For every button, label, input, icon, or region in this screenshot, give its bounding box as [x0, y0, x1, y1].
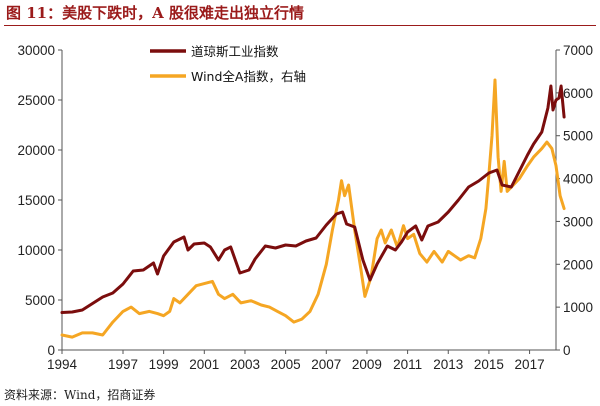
source-note: 资料来源：Wind，招商证券: [4, 388, 156, 402]
right-tick-label: 7000: [563, 43, 593, 58]
right-tick-label: 1000: [563, 300, 593, 315]
x-axis-ticks: 1994 1997 1999 2001 2003 2005 2007 2009 2011 2013…: [47, 350, 545, 372]
left-tick-label: 25000: [17, 93, 55, 108]
right-tick-label: 0: [563, 343, 571, 358]
legend-dow-jones-label: 道琼斯工业指数: [191, 44, 279, 59]
x-tick-label: 2011: [393, 357, 422, 372]
x-tick-label: 2013: [433, 357, 463, 372]
left-tick-label: 15000: [17, 193, 55, 208]
left-tick-label: 10000: [17, 243, 55, 258]
x-tick-label: 1999: [149, 357, 179, 372]
left-tick-label: 20000: [17, 143, 55, 158]
x-tick-label: 2001: [189, 357, 219, 372]
x-tick-label: 1997: [108, 357, 138, 372]
x-tick-label: 2007: [311, 357, 341, 372]
x-tick-label: 2003: [230, 357, 260, 372]
right-tick-label: 6000: [563, 86, 593, 101]
left-tick-label: 30000: [17, 43, 55, 58]
chart-axes: [61, 50, 557, 351]
title-divider: [4, 25, 596, 26]
right-tick-label: 3000: [563, 214, 593, 229]
right-axis-ticks: 0 1000 2000 3000 4000 5000 6000 7000: [556, 43, 593, 358]
chart-legend: 道琼斯工业指数 Wind全A指数，右轴: [150, 44, 306, 84]
x-tick-label: 2017: [515, 357, 545, 372]
wind-all-a-line: [60, 78, 566, 339]
legend-wind-all-a-label: Wind全A指数，右轴: [191, 69, 306, 84]
chart-title: 图 11：美股下跌时，A 股很难走出独立行情: [6, 4, 304, 22]
x-tick-label: 2015: [474, 357, 504, 372]
right-tick-label: 4000: [563, 172, 593, 187]
x-tick-label: 2005: [271, 357, 301, 372]
x-tick-label: 1994: [47, 357, 78, 372]
left-axis-ticks: 0 5000 10000 15000 20000 25000 30000: [17, 43, 62, 358]
dow-jones-line: [60, 84, 566, 314]
x-tick-label: 2009: [352, 357, 382, 372]
right-tick-label: 5000: [563, 129, 593, 144]
right-tick-label: 2000: [563, 257, 593, 272]
left-tick-label: 0: [47, 343, 55, 358]
chart-lines: [60, 78, 566, 339]
left-tick-label: 5000: [25, 293, 55, 308]
